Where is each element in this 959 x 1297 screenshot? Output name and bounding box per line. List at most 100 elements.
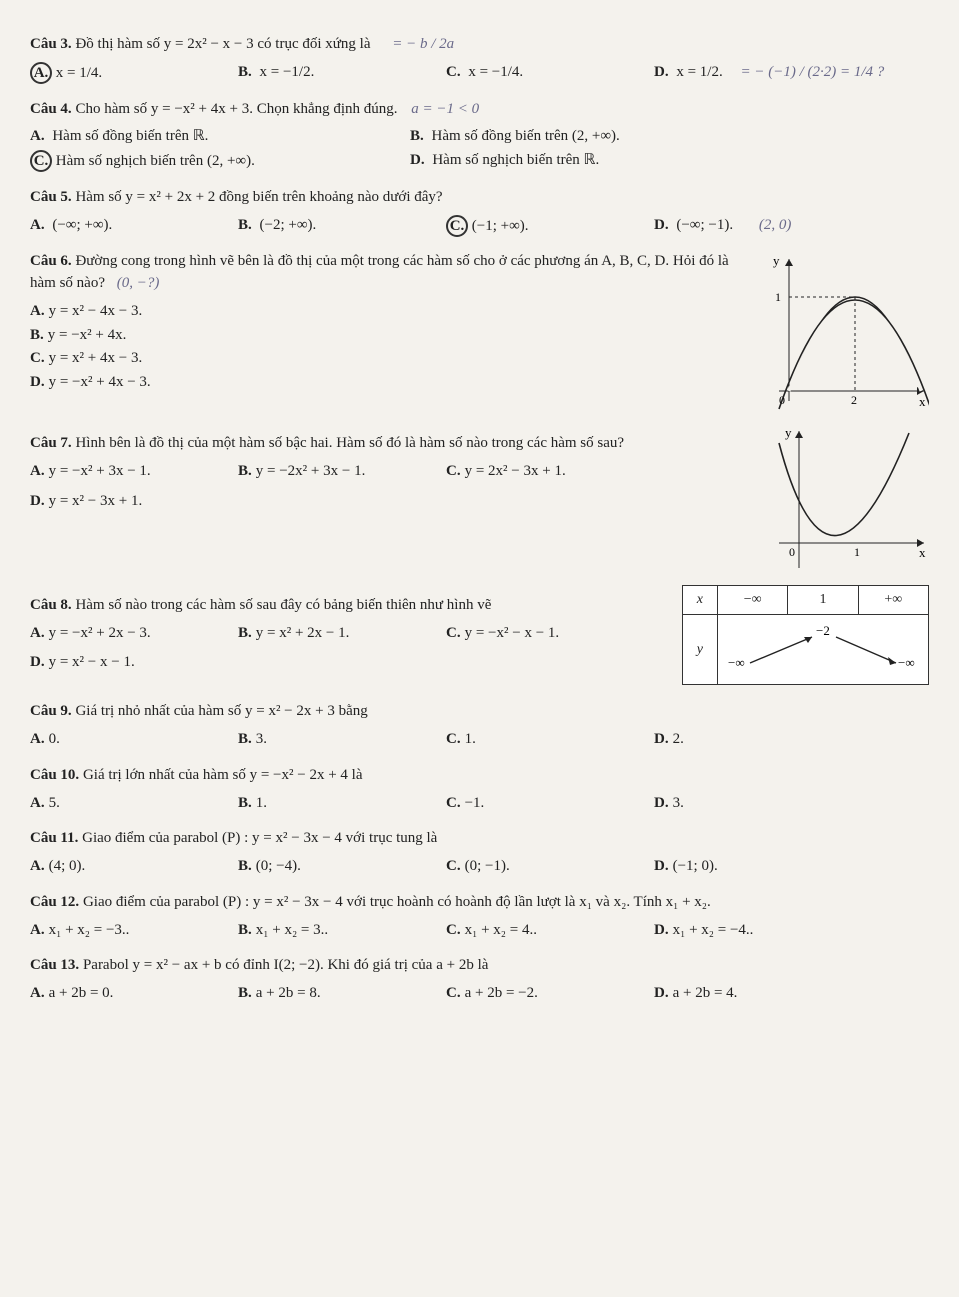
q8-opt-c-text: y = −x² − x − 1. — [465, 625, 560, 641]
opt-label: C. — [446, 625, 461, 641]
q3-opt-d: D. x = 1/2. = − (−1) / (2·2) = 1/4 ? — [654, 62, 884, 85]
q9-stem: Giá trị nhỏ nhất của hàm số y = x² − 2x … — [75, 703, 367, 719]
q13-opt-c-text: a + 2b = −2. — [465, 985, 538, 1001]
q13-opt-d-text: a + 2b = 4. — [673, 985, 738, 1001]
q12-opt-d: D.x₁ + x₂ = −4.. — [654, 920, 834, 942]
q7-opt-d-text: y = x² − 3x + 1. — [49, 493, 143, 509]
bt-y-end-right: −∞ — [898, 655, 915, 670]
q11-opt-c-text: (0; −1). — [465, 858, 510, 874]
opt-label: D. — [654, 64, 669, 80]
q6-num: Câu 6. — [30, 253, 72, 269]
q4-opt-d-text: Hàm số nghịch biến trên ℝ. — [432, 152, 599, 168]
opt-label: C. — [446, 64, 461, 80]
q3-opt-c-text: x = −1/4. — [468, 64, 523, 80]
opt-label: B. — [238, 858, 252, 874]
q3-stem: Đồ thị hàm số y = 2x² − x − 3 có trục đố… — [75, 36, 370, 52]
opt-label: C. — [446, 463, 461, 479]
opt-label: D. — [30, 493, 45, 509]
opt-label: A. — [30, 128, 45, 144]
q3-opt-a: A. x = 1/4. — [30, 62, 210, 85]
q7-opt-c-text: y = 2x² − 3x + 1. — [465, 463, 566, 479]
svg-text:1: 1 — [775, 290, 781, 304]
q13-opt-d: D.a + 2b = 4. — [654, 983, 834, 1005]
svg-text:x: x — [919, 394, 926, 409]
opt-label: B. — [238, 731, 252, 747]
opt-label: B. — [30, 327, 44, 343]
svg-text:0: 0 — [789, 545, 795, 559]
q9-opt-a: A.0. — [30, 729, 210, 751]
q11-opt-b: B.(0; −4). — [238, 856, 418, 878]
q8-opt-a-text: y = −x² + 2x − 3. — [49, 625, 151, 641]
q10-opt-b: B.1. — [238, 793, 418, 815]
q5-opt-a: A. (−∞; +∞). — [30, 215, 210, 238]
q3-opt-d-text: x = 1/2. — [676, 64, 722, 80]
q13-options: A.a + 2b = 0. B.a + 2b = 8. C.a + 2b = −… — [30, 983, 929, 1005]
q3-num: Câu 3. — [30, 36, 72, 52]
q13-opt-a: A.a + 2b = 0. — [30, 983, 210, 1005]
q9-opt-c: C.1. — [446, 729, 626, 751]
bt-y-peak-val: −2 — [816, 623, 830, 638]
question-12: Câu 12. Giao điểm của parabol (P) : y = … — [30, 892, 929, 914]
q3-annot-1: = − (−1) / (2·2) = 1/4 ? — [740, 64, 884, 80]
opt-label: A. — [30, 625, 45, 641]
q9-opt-b: B.3. — [238, 729, 418, 751]
q6-graph: x y 0 2 1 — [759, 251, 929, 419]
q11-num: Câu 11. — [30, 830, 78, 846]
bt-y-end-left: −∞ — [728, 655, 745, 670]
q10-opt-d-text: 3. — [673, 795, 684, 811]
q8-variation-table: x −∞ 1 +∞ y −∞ −2 −∞ — [682, 585, 929, 686]
opt-label: D. — [654, 217, 669, 233]
opt-label: D. — [654, 985, 669, 1001]
opt-label: D. — [30, 654, 45, 670]
q8-options: A.y = −x² + 2x − 3. B.y = x² + 2x − 1. C… — [30, 623, 664, 675]
q6-opt-a: A.y = x² − 4x − 3. — [30, 301, 741, 323]
opt-label: B. — [238, 625, 252, 641]
opt-label: A. — [30, 303, 45, 319]
q10-opt-c-text: −1. — [465, 795, 485, 811]
svg-text:x: x — [919, 545, 926, 560]
circled-c-icon: C. — [446, 215, 468, 237]
q7-options: A.y = −x² + 3x − 1. B.y = −2x² + 3x − 1.… — [30, 461, 741, 513]
q10-opt-a-text: 5. — [49, 795, 60, 811]
q12-options: A.x₁ + x₂ = −3.. B.x₁ + x₂ = 3.. C.x₁ + … — [30, 920, 929, 942]
q12-num: Câu 12. — [30, 894, 79, 910]
q6-opt-b-text: y = −x² + 4x. — [48, 327, 127, 343]
bt-x-neginf: −∞ — [718, 585, 788, 614]
q7-opt-c: C.y = 2x² − 3x + 1. — [446, 461, 626, 483]
circled-a-icon: A. — [30, 62, 52, 84]
q6-annot-0: (0, −?) — [117, 275, 160, 291]
bt-x-peak: 1 — [788, 585, 858, 614]
q4-num: Câu 4. — [30, 101, 72, 117]
parabola-down-icon: x y 0 2 1 — [759, 251, 929, 411]
q10-stem: Giá trị lớn nhất của hàm số y = −x² − 2x… — [83, 767, 363, 783]
q12-opt-b: B.x₁ + x₂ = 3.. — [238, 920, 418, 942]
q9-options: A.0. B.3. C.1. D.2. — [30, 729, 929, 751]
svg-text:2: 2 — [851, 393, 857, 407]
opt-label: B. — [238, 64, 252, 80]
q5-num: Câu 5. — [30, 189, 72, 205]
q8-opt-d-text: y = x² − x − 1. — [49, 654, 135, 670]
opt-label: C. — [30, 350, 45, 366]
q8-opt-d: D.y = x² − x − 1. — [30, 652, 210, 674]
opt-label: D. — [654, 858, 669, 874]
q6-opt-c-text: y = x² + 4x − 3. — [49, 350, 143, 366]
q7-opt-d: D.y = x² − 3x + 1. — [30, 491, 210, 513]
q12-opt-a: A.x₁ + x₂ = −3.. — [30, 920, 210, 942]
question-10: Câu 10. Giá trị lớn nhất của hàm số y = … — [30, 765, 929, 787]
q3-opt-b: B. x = −1/2. — [238, 62, 418, 85]
svg-text:y: y — [773, 253, 780, 268]
q5-opt-a-text: (−∞; +∞). — [52, 217, 112, 233]
question-4: Câu 4. Cho hàm số y = −x² + 4x + 3. Chọn… — [30, 99, 929, 121]
opt-label: A. — [30, 985, 45, 1001]
q11-opt-a-text: (4; 0). — [49, 858, 86, 874]
question-11: Câu 11. Giao điểm của parabol (P) : y = … — [30, 828, 929, 850]
q5-opt-b-text: (−2; +∞). — [260, 217, 317, 233]
q13-opt-a-text: a + 2b = 0. — [49, 985, 114, 1001]
q6-opt-d: D.y = −x² + 4x − 3. — [30, 372, 741, 394]
q8-stem: Hàm số nào trong các hàm số sau đây có b… — [75, 597, 491, 613]
opt-label: D. — [654, 731, 669, 747]
q12-opt-b-text: x₁ + x₂ = 3.. — [256, 922, 328, 938]
q8-opt-b-text: y = x² + 2x − 1. — [256, 625, 350, 641]
opt-label: A. — [30, 217, 45, 233]
q7-opt-a: A.y = −x² + 3x − 1. — [30, 461, 210, 483]
